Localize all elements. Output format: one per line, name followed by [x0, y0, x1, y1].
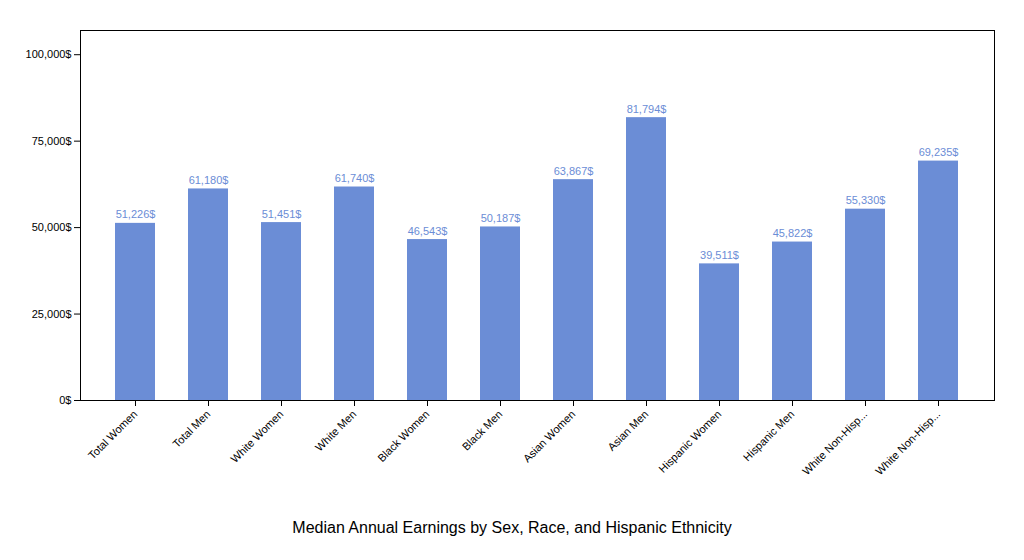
- svg-text:51,226$: 51,226$: [116, 208, 156, 220]
- svg-text:45,822$: 45,822$: [773, 227, 813, 239]
- html-text:Median Annual Earnings by Sex,: Median Annual Earnings by Sex, Race, and…: [292, 519, 732, 536]
- svg-text:50,187$: 50,187$: [481, 212, 521, 224]
- svg-text:100,000$: 100,000$: [26, 48, 72, 60]
- svg-text:Asian Women: Asian Women: [521, 408, 578, 465]
- svg-text:63,867$: 63,867$: [554, 165, 594, 177]
- svg-text:White Men: White Men: [313, 408, 359, 454]
- svg-text:Hispanic Women: Hispanic Women: [656, 408, 723, 475]
- svg-text:81,794$: 81,794$: [627, 103, 667, 115]
- svg-text:Asian Men: Asian Men: [605, 408, 650, 453]
- svg-text:White Non-Hisp...: White Non-Hisp...: [873, 408, 942, 477]
- svg-text:50,000$: 50,000$: [32, 221, 72, 233]
- svg-text:Hispanic Men: Hispanic Men: [741, 408, 797, 464]
- svg-text:White Women: White Women: [228, 408, 285, 465]
- svg-text:0$: 0$: [59, 394, 71, 406]
- svg-text:Black Women: Black Women: [375, 408, 431, 464]
- svg-text:39,511$: 39,511$: [700, 249, 739, 261]
- svg-text:46,543$: 46,543$: [408, 225, 448, 237]
- svg-text:61,180$: 61,180$: [189, 174, 229, 186]
- svg-text:Total Men: Total Men: [170, 408, 212, 450]
- svg-text:69,235$: 69,235$: [919, 146, 959, 158]
- svg-text:Total Women: Total Women: [86, 408, 140, 462]
- svg-text:55,330$: 55,330$: [846, 194, 886, 206]
- svg-text:75,000$: 75,000$: [32, 135, 72, 147]
- svg-text:25,000$: 25,000$: [32, 308, 72, 320]
- svg-text:Black Men: Black Men: [460, 408, 505, 453]
- svg-text:White Non-Hisp...: White Non-Hisp...: [800, 408, 869, 477]
- svg-text:61,740$: 61,740$: [335, 172, 375, 184]
- svg-text:51,451$: 51,451$: [262, 208, 302, 220]
